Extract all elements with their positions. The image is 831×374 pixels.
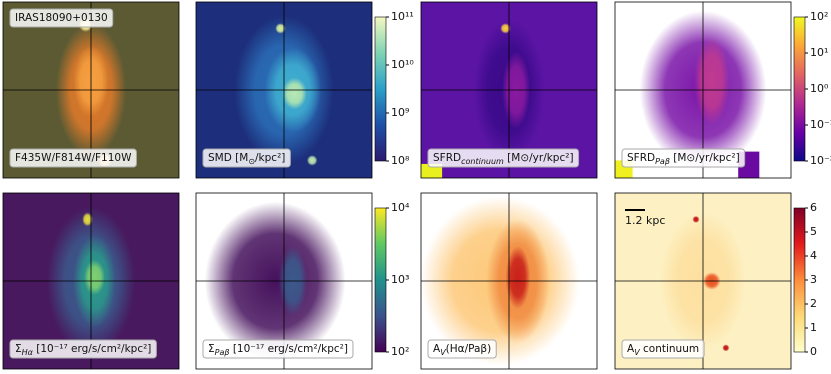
panel: AV(Hα/Paβ) — [420, 192, 598, 370]
colorbar — [374, 207, 387, 353]
colorbar-tick-label: 3 — [810, 273, 817, 286]
label-box — [202, 339, 354, 359]
colorbar — [374, 16, 387, 162]
panel-label: SFRDcontinuum [M⊙/yr/kpc²] — [433, 152, 574, 166]
colorbar-tick-label: 10⁻¹ — [810, 118, 831, 131]
panel: ΣHα [10⁻¹⁷ erg/s/cm²/kpc²] — [2, 192, 180, 370]
panel-frame — [2, 192, 180, 370]
label-box — [202, 148, 291, 168]
label-box — [621, 148, 746, 168]
map-feature — [282, 77, 307, 110]
colorbar-tick-label: 10⁰ — [810, 82, 829, 95]
colorbar-tick-label: 10³ — [391, 273, 409, 286]
panel-label: ΣPaβ [10⁻¹⁷ erg/s/cm²/kpc²] — [208, 343, 348, 357]
label-rest: (Hα/Paβ) — [446, 343, 492, 355]
colorbar-tick-label: 0 — [810, 345, 817, 358]
label-rest: [M⊙/yr/kpc²] — [504, 152, 574, 164]
label-text: A — [627, 343, 635, 355]
map-feature — [722, 344, 730, 352]
colorbar-tick-label: 10⁹ — [391, 106, 409, 119]
label-text: Σ — [15, 343, 22, 355]
panel: SFRDcontinuum [M⊙/yr/kpc²] — [420, 1, 598, 179]
label-text: A — [433, 343, 441, 355]
map-feature — [306, 155, 318, 166]
label-text: SFRD — [627, 152, 655, 164]
label-subscript: V — [634, 348, 640, 357]
label-rest: continuum — [640, 343, 699, 355]
colorbar-tick-label: 10² — [810, 10, 828, 23]
scale-bar-label: 1.2 kpc — [625, 214, 665, 227]
panel-label: SFRDPaβ [M⊙/yr/kpc²] — [627, 152, 740, 166]
colorbar-tick-label: 4 — [810, 249, 817, 262]
map-feature — [82, 212, 93, 227]
label-rest: [10⁻¹⁷ erg/s/cm²/kpc²] — [33, 343, 151, 355]
panel-frame — [195, 1, 373, 179]
colorbar-tick-label: 10⁸ — [391, 154, 410, 167]
label-text: F435W/F814W/F110W — [15, 152, 132, 164]
map-feature — [83, 259, 106, 296]
map-feature — [692, 215, 700, 223]
label-box — [9, 148, 137, 168]
map-feature — [500, 23, 511, 34]
colorbar-tick-label: 1 — [810, 321, 817, 334]
colorbar — [793, 207, 806, 353]
colorbar-tick-label: 10¹¹ — [391, 10, 414, 23]
panel-frame — [420, 192, 598, 370]
title-box — [9, 8, 114, 28]
label-rest: [M⊙/yr/kpc²] — [670, 152, 740, 164]
colorbar — [793, 16, 806, 162]
label-subscript: Hα — [22, 348, 34, 357]
label-subscript: ⊙ — [248, 157, 255, 166]
map-feature — [694, 37, 730, 126]
label-subscript: continuum — [461, 157, 504, 166]
colorbar-tick-label: 2 — [810, 297, 817, 310]
label-box — [427, 339, 497, 359]
panel: F435W/F814W/F110W IRAS18090+0130 — [2, 1, 180, 179]
panel-frame — [614, 1, 792, 179]
panel: ΣPaβ [10⁻¹⁷ erg/s/cm²/kpc²] 10⁴ 10³ 10² — [195, 192, 410, 370]
map-feature — [275, 23, 286, 34]
panel-frame — [195, 192, 373, 370]
label-rest: [10⁻¹⁷ erg/s/cm²/kpc²] — [229, 343, 347, 355]
colorbar-tick-label: 5 — [810, 225, 817, 238]
colorbar-tick-label: 10² — [391, 345, 409, 358]
panel-title: IRAS18090+0130 — [15, 12, 108, 24]
colorbar-tick-label: 10¹⁰ — [391, 58, 414, 71]
panel: SMD [M⊙/kpc²] 10¹¹ 10¹⁰ 10⁹ 10⁸ — [195, 1, 414, 179]
panel-label: AV(Hα/Paβ) — [433, 343, 491, 357]
label-subscript: V — [440, 348, 446, 357]
label-text: SMD [M — [208, 152, 248, 164]
colorbar-tick-label: 6 — [810, 201, 817, 214]
label-text: SFRD — [433, 152, 461, 164]
panel-frame — [2, 1, 180, 179]
panel: AV continuum 1.2 kpc 6 5 4 3 2 1 0 — [614, 192, 817, 370]
map-feature — [505, 245, 531, 310]
panel-label: ΣHα [10⁻¹⁷ erg/s/cm²/kpc²] — [15, 343, 151, 357]
colorbar-tick-label: 10⁻² — [810, 154, 831, 167]
panel-label: AV continuum — [627, 343, 699, 357]
panel-label: SMD [M⊙/kpc²] — [208, 152, 285, 166]
label-rest: /kpc²] — [255, 152, 285, 164]
panel-frame — [614, 192, 792, 370]
label-box — [621, 339, 705, 359]
label-text: Σ — [208, 343, 215, 355]
label-subscript: Paβ — [655, 157, 670, 166]
label-box — [9, 339, 157, 359]
colorbar-tick-label: 10⁴ — [391, 201, 410, 214]
panel-label: F435W/F814W/F110W — [15, 152, 132, 164]
panel: SFRDPaβ [M⊙/yr/kpc²] 10² 10¹ 10⁰ 10⁻¹ 10⁻² — [614, 1, 831, 179]
panel-frame — [420, 1, 598, 179]
label-box — [427, 148, 580, 168]
label-subscript: Paβ — [215, 348, 230, 357]
colorbar-tick-label: 10¹ — [810, 46, 828, 59]
